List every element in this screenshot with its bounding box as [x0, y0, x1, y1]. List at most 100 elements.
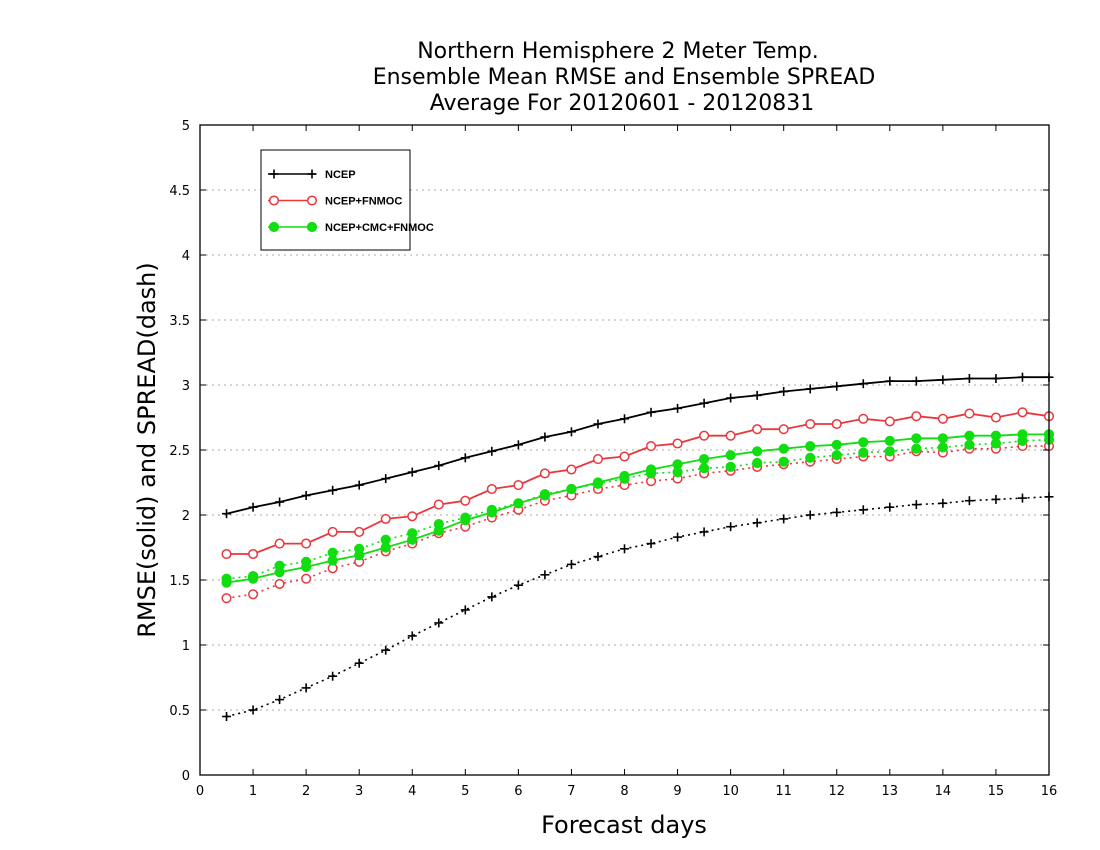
point-ncep-fnmoc-rmse-1	[248, 548, 259, 560]
x-tick-label-15: 15	[988, 784, 1005, 799]
point-ncep-rmse-25	[885, 376, 895, 386]
legend-item-ncep-cmc-fnmoc: NCEP+CMC+FNMOC	[268, 221, 434, 234]
point-ncep-spread-22	[805, 510, 815, 520]
legend-marker-end-ncep	[307, 169, 317, 179]
point-ncep-cmc-fnmoc-rmse-19	[725, 450, 736, 461]
point-ncep-fnmoc-rmse-29	[990, 412, 1001, 423]
point-ncep-cmc-fnmoc-rmse-23	[831, 439, 842, 450]
point-ncep-fnmoc-rmse-19	[725, 430, 736, 441]
point-ncep-rmse-7	[407, 467, 417, 477]
point-ncep-rmse-9	[460, 453, 470, 463]
x-tick-label-12: 12	[828, 784, 845, 799]
point-ncep-rmse-12	[540, 432, 550, 442]
point-ncep-cmc-fnmoc-rmse-22	[805, 441, 816, 452]
point-ncep-cmc-fnmoc-spread-27	[937, 442, 948, 453]
point-ncep-rmse-30	[1017, 372, 1027, 382]
point-ncep-cmc-fnmoc-spread-25	[884, 446, 895, 457]
point-ncep-fnmoc-rmse-8	[433, 499, 444, 510]
point-ncep-spread-17	[673, 532, 683, 542]
y-tick-label-1: 0.5	[169, 704, 190, 719]
point-ncep-fnmoc-spread-1	[248, 589, 259, 600]
point-ncep-fnmoc-rmse-28	[964, 408, 975, 419]
legend-item-ncep: NCEP	[268, 169, 356, 181]
point-ncep-rmse-10	[487, 446, 497, 456]
x-tick-label-3: 3	[355, 784, 363, 799]
point-ncep-fnmoc-rmse-0	[221, 548, 232, 560]
point-ncep-cmc-fnmoc-rmse-15	[619, 470, 630, 482]
point-ncep-cmc-fnmoc-spread-23	[831, 450, 842, 461]
chart-title: Northern Hemisphere 2 Meter Temp. Ensemb…	[373, 39, 876, 116]
point-ncep-spread-30	[1017, 493, 1027, 503]
chart-title-line-3: Average For 20120601 - 20120831	[430, 91, 815, 116]
point-ncep-fnmoc-spread-3	[301, 573, 312, 584]
x-tick-label-13: 13	[882, 784, 899, 799]
point-ncep-cmc-fnmoc-rmse-28	[964, 430, 975, 441]
point-ncep-spread-6	[381, 645, 391, 655]
point-ncep-fnmoc-rmse-6	[380, 513, 391, 524]
point-ncep-cmc-fnmoc-rmse-11	[513, 498, 524, 509]
line-ncep-cmc-fnmoc-rmse	[226, 433, 1049, 584]
point-ncep-spread-24	[858, 505, 868, 515]
point-ncep-cmc-fnmoc-spread-18	[698, 463, 710, 474]
point-ncep-rmse-6	[381, 474, 391, 484]
point-ncep-fnmoc-rmse-30	[1017, 407, 1028, 418]
point-ncep-spread-5	[354, 658, 364, 668]
point-ncep-fnmoc-rmse-26	[911, 411, 922, 422]
point-ncep-cmc-fnmoc-rmse-1	[247, 573, 259, 584]
point-ncep-fnmoc-rmse-20	[752, 424, 763, 435]
point-ncep-cmc-fnmoc-rmse-2	[274, 567, 285, 578]
point-ncep-cmc-fnmoc-rmse-5	[354, 550, 365, 561]
point-ncep-spread-14	[593, 552, 603, 562]
point-ncep-rmse-4	[328, 485, 338, 495]
series-ncep-fnmoc-rmse	[221, 407, 1055, 560]
y-tick-label-0: 0	[182, 769, 190, 784]
point-ncep-spread-23	[832, 507, 842, 517]
y-tick-label-8: 4	[182, 249, 190, 264]
series-ncep-fnmoc-spread	[221, 441, 1055, 604]
point-ncep-spread-8	[434, 618, 444, 628]
x-tick-label-10: 10	[722, 784, 739, 799]
point-ncep-spread-15	[620, 544, 629, 554]
y-tick-label-4: 2	[182, 509, 190, 524]
point-ncep-rmse-11	[513, 440, 523, 450]
point-ncep-cmc-fnmoc-rmse-4	[327, 555, 338, 566]
y-tick-label-2: 1	[182, 639, 190, 654]
line-ncep-rmse	[226, 376, 1049, 515]
x-tick-label-0: 0	[196, 784, 204, 799]
point-ncep-spread-12	[540, 570, 550, 580]
point-ncep-rmse-16	[646, 407, 656, 417]
line-ncep-fnmoc-rmse	[226, 411, 1050, 555]
series-layer	[221, 372, 1055, 721]
point-ncep-cmc-fnmoc-rmse-27	[937, 433, 948, 444]
point-ncep-fnmoc-rmse-24	[858, 413, 869, 424]
point-ncep-spread-20	[752, 518, 762, 528]
y-tick-label-10: 5	[182, 119, 190, 134]
point-ncep-cmc-fnmoc-rmse-9	[460, 515, 471, 526]
point-ncep-spread-26	[911, 500, 921, 510]
point-ncep-rmse-0	[222, 509, 232, 519]
point-ncep-fnmoc-rmse-17	[672, 438, 683, 449]
x-tick-label-9: 9	[673, 784, 681, 799]
point-ncep-fnmoc-rmse-11	[513, 480, 524, 491]
chart-title-line-2: Ensemble Mean RMSE and Ensemble SPREAD	[373, 65, 876, 90]
point-ncep-fnmoc-rmse-23	[831, 418, 842, 430]
point-ncep-fnmoc-rmse-15	[619, 451, 630, 462]
point-ncep-spread-11	[513, 580, 523, 590]
point-ncep-fnmoc-spread-0	[221, 593, 232, 604]
point-ncep-rmse-18	[699, 398, 709, 408]
point-ncep-spread-10	[487, 592, 497, 602]
point-ncep-spread-21	[779, 514, 789, 524]
point-ncep-fnmoc-rmse-7	[407, 511, 418, 522]
point-ncep-cmc-fnmoc-spread-20	[752, 457, 763, 469]
y-tick-label-3: 1.5	[169, 574, 190, 589]
point-ncep-spread-1	[248, 705, 258, 715]
legend-label-ncep-fnmoc: NCEP+FNMOC	[325, 196, 402, 208]
x-tick-label-7: 7	[567, 784, 575, 799]
point-ncep-spread-2	[275, 695, 285, 705]
point-ncep-cmc-fnmoc-spread-19	[725, 461, 736, 472]
x-tick-label-16: 16	[1041, 784, 1058, 799]
point-ncep-fnmoc-rmse-10	[486, 483, 497, 495]
point-ncep-cmc-fnmoc-spread-22	[805, 452, 816, 463]
x-tick-label-5: 5	[461, 784, 469, 799]
series-ncep-spread	[222, 492, 1054, 721]
